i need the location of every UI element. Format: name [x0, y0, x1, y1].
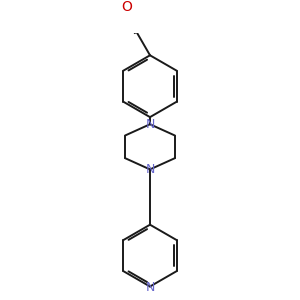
Text: N: N [145, 281, 155, 294]
Text: N: N [145, 118, 155, 131]
Text: O: O [122, 1, 133, 14]
Text: N: N [145, 163, 155, 176]
